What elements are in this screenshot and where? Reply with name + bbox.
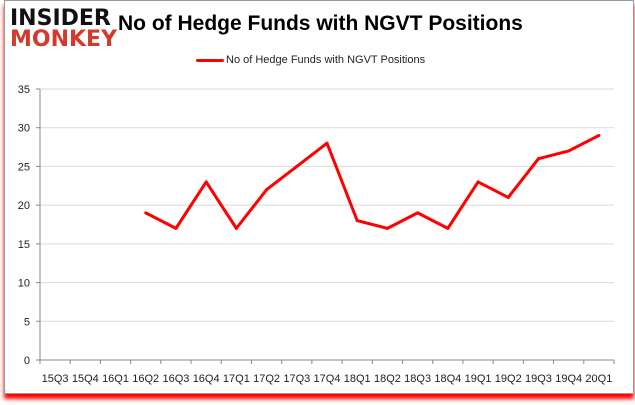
data-point: [355, 219, 359, 223]
data-point: [325, 141, 329, 145]
x-tick-label: 15Q3: [42, 373, 69, 385]
chart-frame: [4, 0, 634, 394]
data-point: [174, 226, 178, 230]
data-point: [567, 149, 571, 153]
legend-swatch: [196, 58, 224, 62]
x-tick-label: 15Q4: [72, 373, 99, 385]
legend: No of Hedge Funds with NGVT Positions: [196, 54, 425, 66]
x-tick-label: 17Q2: [253, 373, 280, 385]
data-point: [385, 226, 389, 230]
logo-insider: INSIDER: [10, 6, 111, 31]
data-point: [506, 195, 510, 199]
x-tick-label: 18Q3: [404, 373, 431, 385]
x-tick-label: 20Q1: [585, 373, 612, 385]
y-tick-label: 35: [18, 84, 30, 96]
x-tick-label: 17Q3: [283, 373, 310, 385]
y-tick-label: 25: [18, 161, 30, 173]
legend-label: No of Hedge Funds with NGVT Positions: [226, 54, 426, 66]
x-tick-label: 18Q2: [374, 373, 401, 385]
data-point: [446, 226, 450, 230]
x-tick-label: 19Q3: [525, 373, 552, 385]
data-point: [536, 157, 540, 161]
data-point: [597, 133, 601, 137]
x-tick-label: 19Q4: [555, 373, 582, 385]
data-point: [295, 164, 299, 168]
y-tick-label: 5: [24, 316, 30, 328]
series-line: [145, 134, 600, 230]
y-tick-label: 10: [18, 278, 30, 290]
data-point: [234, 226, 238, 230]
logo-monkey: MONKEY: [10, 27, 118, 52]
data-point: [144, 211, 148, 215]
data-point: [265, 188, 269, 192]
y-tick-label: 20: [18, 200, 30, 212]
data-point: [416, 211, 420, 215]
x-tick-label: 18Q4: [434, 373, 461, 385]
data-point: [476, 180, 480, 184]
x-tick-label: 17Q1: [223, 373, 250, 385]
x-tick-label: 16Q4: [193, 373, 220, 385]
y-tick-label: 30: [18, 123, 30, 135]
x-tick-label: 19Q1: [465, 373, 492, 385]
y-tick-label: 0: [24, 355, 30, 367]
chart-title: No of Hedge Funds with NGVT Positions: [118, 12, 523, 35]
x-tick-label: 16Q1: [102, 373, 129, 385]
x-tick-label: 16Q2: [132, 373, 159, 385]
data-point: [204, 180, 208, 184]
x-tick-label: 19Q2: [495, 373, 522, 385]
x-tick-label: 18Q1: [344, 373, 371, 385]
x-tick-label: 16Q3: [162, 373, 189, 385]
x-tick-label: 17Q4: [314, 373, 341, 385]
y-tick-label: 15: [18, 239, 30, 251]
